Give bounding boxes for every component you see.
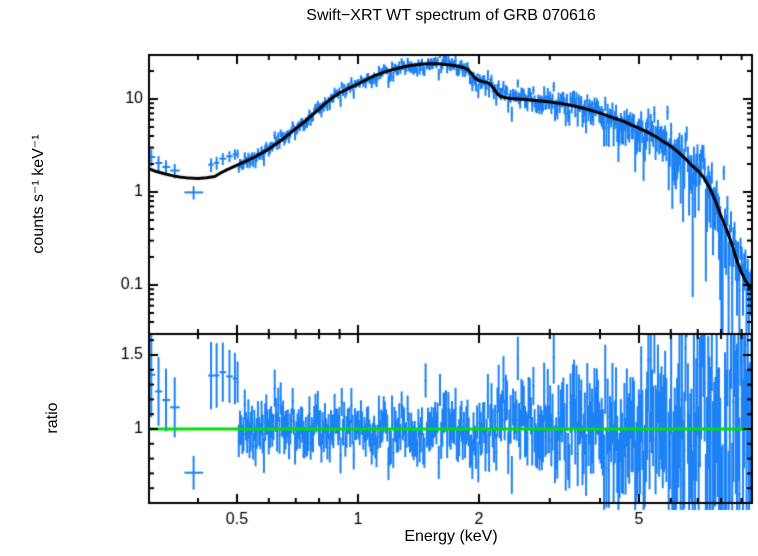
page-title: Swift−XRT WT spectrum of GRB 070616 — [306, 7, 596, 24]
x-axis-label: Energy (keV) — [404, 528, 498, 545]
y-axis-label-counts: counts s⁻¹ keV⁻¹ — [30, 134, 47, 254]
y-axis-label-ratio: ratio — [44, 402, 61, 434]
